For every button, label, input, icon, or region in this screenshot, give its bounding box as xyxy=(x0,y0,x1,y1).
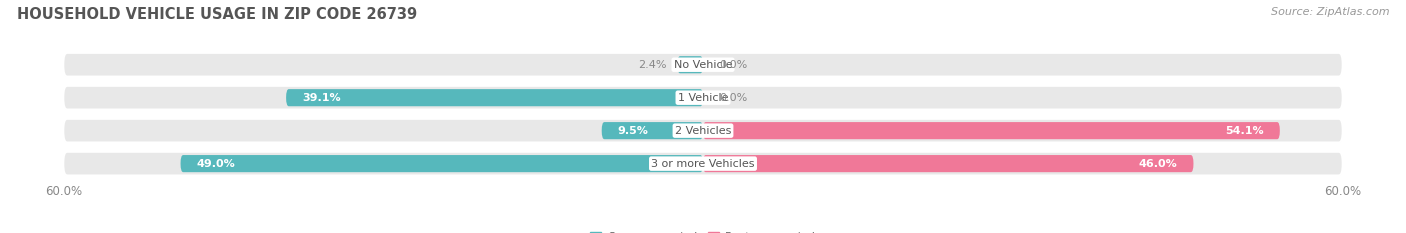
FancyBboxPatch shape xyxy=(678,56,703,73)
Text: 1 Vehicle: 1 Vehicle xyxy=(678,93,728,103)
Text: Source: ZipAtlas.com: Source: ZipAtlas.com xyxy=(1271,7,1389,17)
Text: 54.1%: 54.1% xyxy=(1225,126,1264,136)
Text: 46.0%: 46.0% xyxy=(1139,159,1177,169)
Text: 39.1%: 39.1% xyxy=(302,93,340,103)
FancyBboxPatch shape xyxy=(63,152,1343,175)
FancyBboxPatch shape xyxy=(602,122,703,139)
FancyBboxPatch shape xyxy=(63,86,1343,110)
Text: 0.0%: 0.0% xyxy=(718,60,747,70)
FancyBboxPatch shape xyxy=(703,122,1279,139)
FancyBboxPatch shape xyxy=(63,119,1343,143)
Text: HOUSEHOLD VEHICLE USAGE IN ZIP CODE 26739: HOUSEHOLD VEHICLE USAGE IN ZIP CODE 2673… xyxy=(17,7,418,22)
Text: 49.0%: 49.0% xyxy=(197,159,235,169)
FancyBboxPatch shape xyxy=(703,155,1194,172)
Text: 2.4%: 2.4% xyxy=(638,60,666,70)
Text: 9.5%: 9.5% xyxy=(617,126,648,136)
FancyBboxPatch shape xyxy=(180,155,703,172)
Text: 3 or more Vehicles: 3 or more Vehicles xyxy=(651,159,755,169)
FancyBboxPatch shape xyxy=(63,53,1343,77)
FancyBboxPatch shape xyxy=(285,89,703,106)
Legend: Owner-occupied, Renter-occupied: Owner-occupied, Renter-occupied xyxy=(586,227,820,233)
Text: No Vehicle: No Vehicle xyxy=(673,60,733,70)
Text: 0.0%: 0.0% xyxy=(718,93,747,103)
Text: 2 Vehicles: 2 Vehicles xyxy=(675,126,731,136)
